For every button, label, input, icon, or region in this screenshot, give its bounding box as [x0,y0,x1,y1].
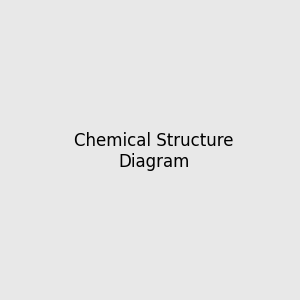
Text: Chemical Structure
Diagram: Chemical Structure Diagram [74,132,233,171]
